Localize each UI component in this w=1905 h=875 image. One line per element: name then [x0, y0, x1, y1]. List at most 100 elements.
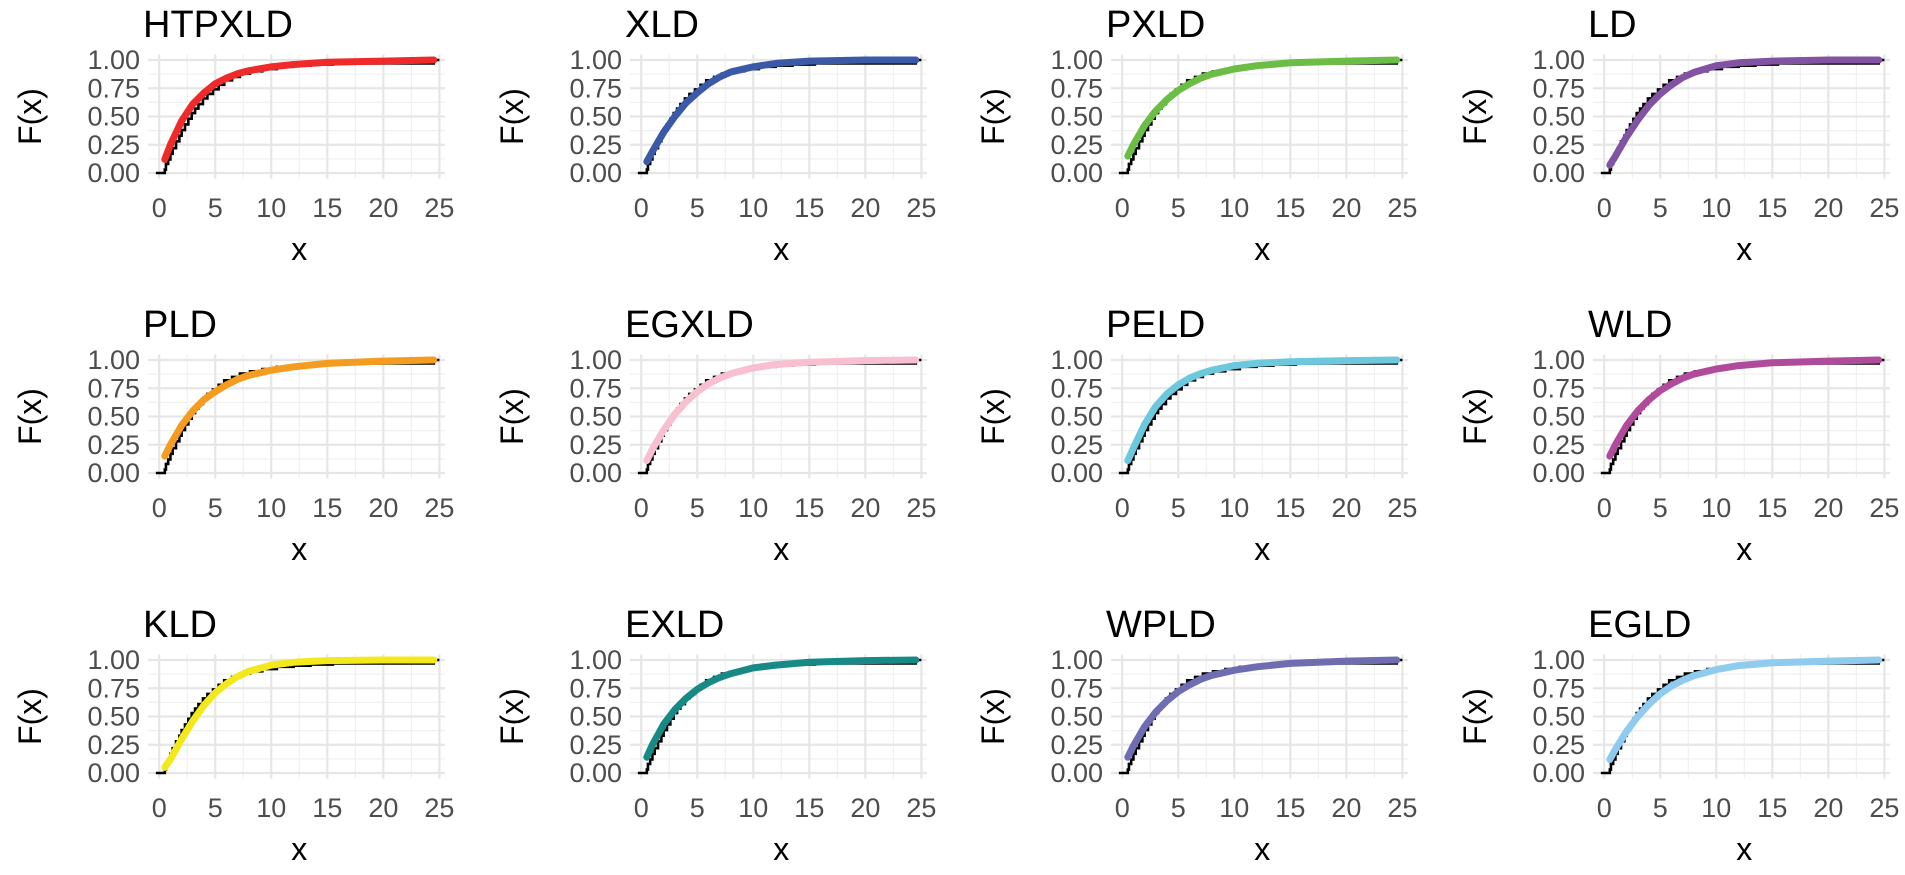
panel-title: PXLD — [1106, 4, 1205, 46]
x-tick-label: 25 — [1869, 193, 1899, 223]
y-axis-label: F(x) — [1457, 388, 1493, 445]
x-tick-label: 5 — [1653, 193, 1668, 223]
y-tick-label: 0.00 — [569, 158, 622, 188]
fitted-cdf-line — [161, 656, 438, 771]
y-tick-label: 0.00 — [1050, 158, 1103, 188]
y-tick-label: 0.50 — [1532, 702, 1585, 732]
y-tick-label: 0.00 — [1050, 458, 1103, 488]
y-tick-label: 1.00 — [87, 45, 140, 75]
panel-title: PLD — [143, 304, 217, 346]
fitted-cdf-line — [1606, 656, 1883, 763]
fitted-cdf-line — [1124, 356, 1401, 465]
y-tick-label: 0.00 — [87, 158, 140, 188]
x-tick-label: 25 — [906, 793, 936, 823]
y-tick-label: 0.25 — [87, 430, 140, 460]
y-tick-label: 0.75 — [87, 373, 140, 403]
x-tick-label: 20 — [850, 493, 880, 523]
y-tick-label: 0.00 — [1050, 758, 1103, 788]
y-tick-label: 0.00 — [87, 458, 140, 488]
x-tick-label: 15 — [1275, 793, 1305, 823]
x-tick-label: 0 — [152, 493, 167, 523]
fitted-cdf-line — [643, 356, 920, 465]
x-axis-label: x — [1736, 831, 1752, 867]
x-tick-label: 5 — [1653, 493, 1668, 523]
y-tick-label: 0.75 — [569, 373, 622, 403]
x-tick-label: 25 — [424, 793, 454, 823]
x-tick-label: 5 — [1171, 493, 1186, 523]
y-tick-label: 0.75 — [569, 673, 622, 703]
x-tick-label: 0 — [634, 193, 649, 223]
x-tick-label: 20 — [1331, 493, 1361, 523]
y-tick-label: 0.75 — [569, 73, 622, 103]
y-axis-label: F(x) — [975, 88, 1011, 145]
y-axis-label: F(x) — [975, 388, 1011, 445]
x-tick-label: 15 — [794, 193, 824, 223]
x-tick-label: 0 — [1597, 493, 1612, 523]
x-tick-label: 15 — [794, 493, 824, 523]
x-tick-label: 0 — [152, 193, 167, 223]
y-tick-label: 0.75 — [87, 73, 140, 103]
x-tick-label: 15 — [1757, 193, 1787, 223]
y-tick-label: 0.50 — [569, 402, 622, 432]
x-tick-label: 15 — [312, 193, 342, 223]
x-axis-label: x — [773, 531, 789, 567]
x-tick-label: 0 — [1115, 793, 1130, 823]
y-tick-label: 0.75 — [1532, 673, 1585, 703]
y-axis-label: F(x) — [1457, 688, 1493, 745]
x-tick-label: 20 — [368, 493, 398, 523]
x-tick-label: 0 — [152, 793, 167, 823]
y-axis-label: F(x) — [975, 688, 1011, 745]
y-tick-label: 0.50 — [1532, 102, 1585, 132]
y-tick-label: 0.50 — [569, 102, 622, 132]
x-axis-label: x — [1254, 531, 1270, 567]
y-tick-label: 1.00 — [1050, 645, 1103, 675]
fitted-cdf-line — [1124, 56, 1401, 160]
x-tick-label: 0 — [1115, 193, 1130, 223]
y-tick-label: 0.75 — [1050, 73, 1103, 103]
panel-title: HTPXLD — [143, 4, 293, 46]
x-tick-label: 25 — [906, 193, 936, 223]
panel-title: KLD — [143, 604, 217, 646]
x-tick-label: 5 — [1653, 793, 1668, 823]
x-tick-label: 5 — [1171, 793, 1186, 823]
panel-title: EXLD — [625, 604, 724, 646]
x-tick-label: 20 — [850, 193, 880, 223]
y-tick-label: 1.00 — [1532, 345, 1585, 375]
x-tick-label: 15 — [794, 793, 824, 823]
x-tick-label: 0 — [1597, 193, 1612, 223]
x-tick-label: 5 — [1171, 193, 1186, 223]
y-tick-label: 1.00 — [1050, 345, 1103, 375]
y-tick-label: 0.25 — [87, 730, 140, 760]
panel-title: WLD — [1588, 304, 1672, 346]
fitted-cdf-line — [161, 56, 438, 163]
panel-kld: KLD 0.000.250.500.751.00 0 5 10 15 20 25 x F(x) — [12, 604, 454, 867]
panel-title: LD — [1588, 4, 1637, 46]
fitted-cdf-line — [1606, 356, 1883, 460]
panel-peld: PELD 0.000.250.500.751.00 0 5 10 15 20 25 x F(x) — [975, 304, 1417, 567]
x-tick-label: 10 — [1219, 793, 1249, 823]
x-tick-label: 25 — [424, 193, 454, 223]
y-tick-label: 0.25 — [1532, 130, 1585, 160]
y-tick-label: 0.25 — [1532, 430, 1585, 460]
y-tick-label: 0.25 — [1532, 730, 1585, 760]
y-tick-label: 0.25 — [569, 730, 622, 760]
y-tick-label: 0.25 — [1050, 130, 1103, 160]
y-tick-label: 1.00 — [569, 345, 622, 375]
x-tick-label: 5 — [690, 493, 705, 523]
x-tick-label: 20 — [1813, 493, 1843, 523]
x-tick-label: 10 — [1701, 793, 1731, 823]
panel-exld: EXLD 0.000.250.500.751.00 0 5 10 15 20 25 x F(x) — [494, 604, 936, 867]
y-tick-label: 0.25 — [1050, 430, 1103, 460]
panel-title: EGLD — [1588, 604, 1691, 646]
x-tick-label: 20 — [850, 793, 880, 823]
fitted-cdf-line — [1606, 56, 1883, 169]
x-axis-label: x — [773, 831, 789, 867]
y-tick-label: 1.00 — [569, 45, 622, 75]
y-tick-label: 0.75 — [1532, 373, 1585, 403]
y-tick-label: 0.50 — [87, 402, 140, 432]
x-tick-label: 0 — [1597, 793, 1612, 823]
y-axis-label: F(x) — [494, 88, 530, 145]
y-tick-label: 0.00 — [1532, 758, 1585, 788]
y-tick-label: 0.25 — [569, 430, 622, 460]
